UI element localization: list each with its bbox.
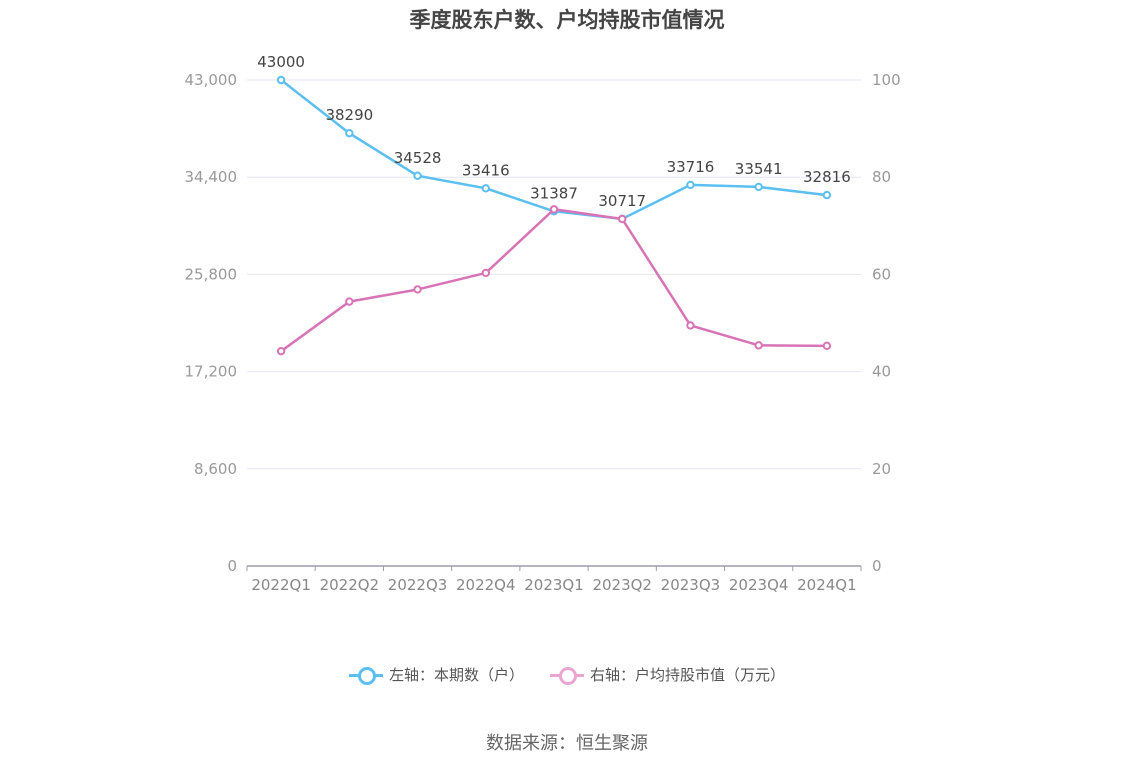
- left-axis-tick-label: 8,600: [194, 460, 237, 478]
- data-label: 32816: [803, 168, 851, 186]
- x-axis-tick-label: 2023Q1: [524, 576, 584, 594]
- data-label: 33541: [735, 160, 783, 178]
- x-axis-tick-label: 2023Q2: [592, 576, 652, 594]
- left-axis-tick-label: 43,000: [185, 71, 238, 89]
- x-axis-tick-label: 2023Q4: [729, 576, 789, 594]
- right-axis-tick-label: 40: [872, 363, 891, 381]
- x-axis-tick-label: 2022Q1: [251, 576, 311, 594]
- series-line-1: [280, 208, 827, 353]
- data-point: [549, 205, 559, 214]
- data-label: 34528: [394, 149, 442, 167]
- data-point: [276, 346, 286, 356]
- legend-label-left-axis: 左轴：本期数（户）: [388, 666, 524, 684]
- data-point: [481, 268, 490, 278]
- data-point: [822, 341, 832, 351]
- legend-swatch-series1-icon: [550, 665, 584, 685]
- data-point: [276, 75, 286, 85]
- right-axis-tick-label: 80: [872, 168, 891, 186]
- axes: 0 8,600 17,200 25,800 34,400 43,000 0 20 40 60 80 1…: [185, 71, 901, 594]
- series: [276, 75, 832, 356]
- left-axis-tick-label: 25,800: [185, 265, 238, 283]
- x-axis-tick-label: 2024Q1: [797, 576, 857, 594]
- legend-label-right-axis: 右轴：户均持股市值（万元）: [590, 666, 786, 684]
- x-axis-tick-label: 2023Q3: [661, 576, 721, 594]
- data-point: [754, 341, 763, 350]
- data-point: [686, 180, 695, 190]
- legend-item-left-axis[interactable]: 左轴：本期数（户）: [348, 664, 524, 685]
- left-axis-tick-label: 0: [227, 557, 237, 575]
- right-axis-tick-label: 100: [872, 71, 901, 89]
- chart-title: 季度股东户数、户均持股市值情况: [409, 8, 725, 32]
- data-point: [413, 285, 422, 294]
- data-point: [481, 184, 490, 193]
- data-point: [345, 129, 354, 138]
- x-axis-tick-label: 2022Q4: [456, 576, 516, 594]
- data-label: 33716: [667, 158, 715, 176]
- legend-item-right-axis[interactable]: 右轴：户均持股市值（万元）: [550, 664, 785, 685]
- data-point: [345, 297, 354, 306]
- right-axis-tick-label: 0: [872, 557, 882, 575]
- x-axis-tick-label: 2022Q3: [388, 576, 448, 594]
- legend: 左轴：本期数（户） 右轴：户均持股市值（万元）: [0, 664, 1134, 685]
- data-labels: 43000 38290 34528 33416 31387 30717 33716 33541…: [257, 53, 850, 210]
- source-note: 数据来源：恒生聚源: [486, 733, 648, 754]
- data-label: 43000: [257, 53, 305, 71]
- data-label: 30717: [598, 192, 646, 210]
- left-axis-tick-label: 34,400: [185, 168, 238, 186]
- data-label: 31387: [530, 184, 578, 202]
- right-axis-tick-label: 20: [872, 460, 891, 478]
- data-point: [413, 171, 422, 180]
- data-point: [822, 190, 832, 200]
- data-point: [686, 321, 695, 330]
- x-axis-tick-label: 2022Q2: [320, 576, 380, 594]
- right-axis-tick-label: 60: [872, 265, 891, 283]
- data-label: 33416: [462, 161, 510, 179]
- data-label: 38290: [325, 106, 373, 124]
- data-point: [618, 214, 627, 224]
- left-axis-tick-label: 17,200: [185, 363, 238, 381]
- data-point: [754, 182, 763, 192]
- legend-swatch-series0-icon: [348, 665, 383, 685]
- grid-lines: [247, 79, 861, 470]
